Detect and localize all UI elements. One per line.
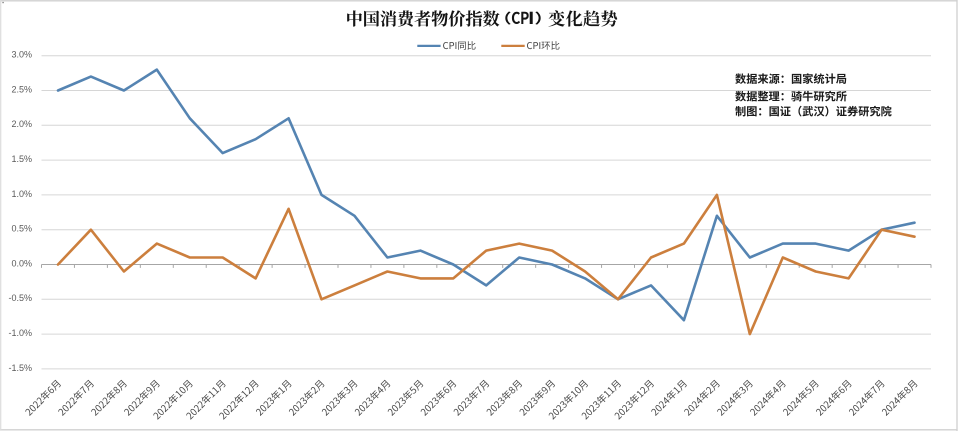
svg-text:-0.5%: -0.5% [8,293,32,303]
svg-text:0.0%: 0.0% [11,258,32,268]
svg-text:1.5%: 1.5% [11,154,32,164]
svg-text:-1.5%: -1.5% [8,363,32,373]
svg-text:0.5%: 0.5% [11,224,32,234]
svg-text:2.0%: 2.0% [11,119,32,129]
svg-text:3.0%: 3.0% [11,50,32,60]
svg-text:1.0%: 1.0% [11,189,32,199]
svg-text:2.5%: 2.5% [11,84,32,94]
svg-text:-1.0%: -1.0% [8,328,32,338]
